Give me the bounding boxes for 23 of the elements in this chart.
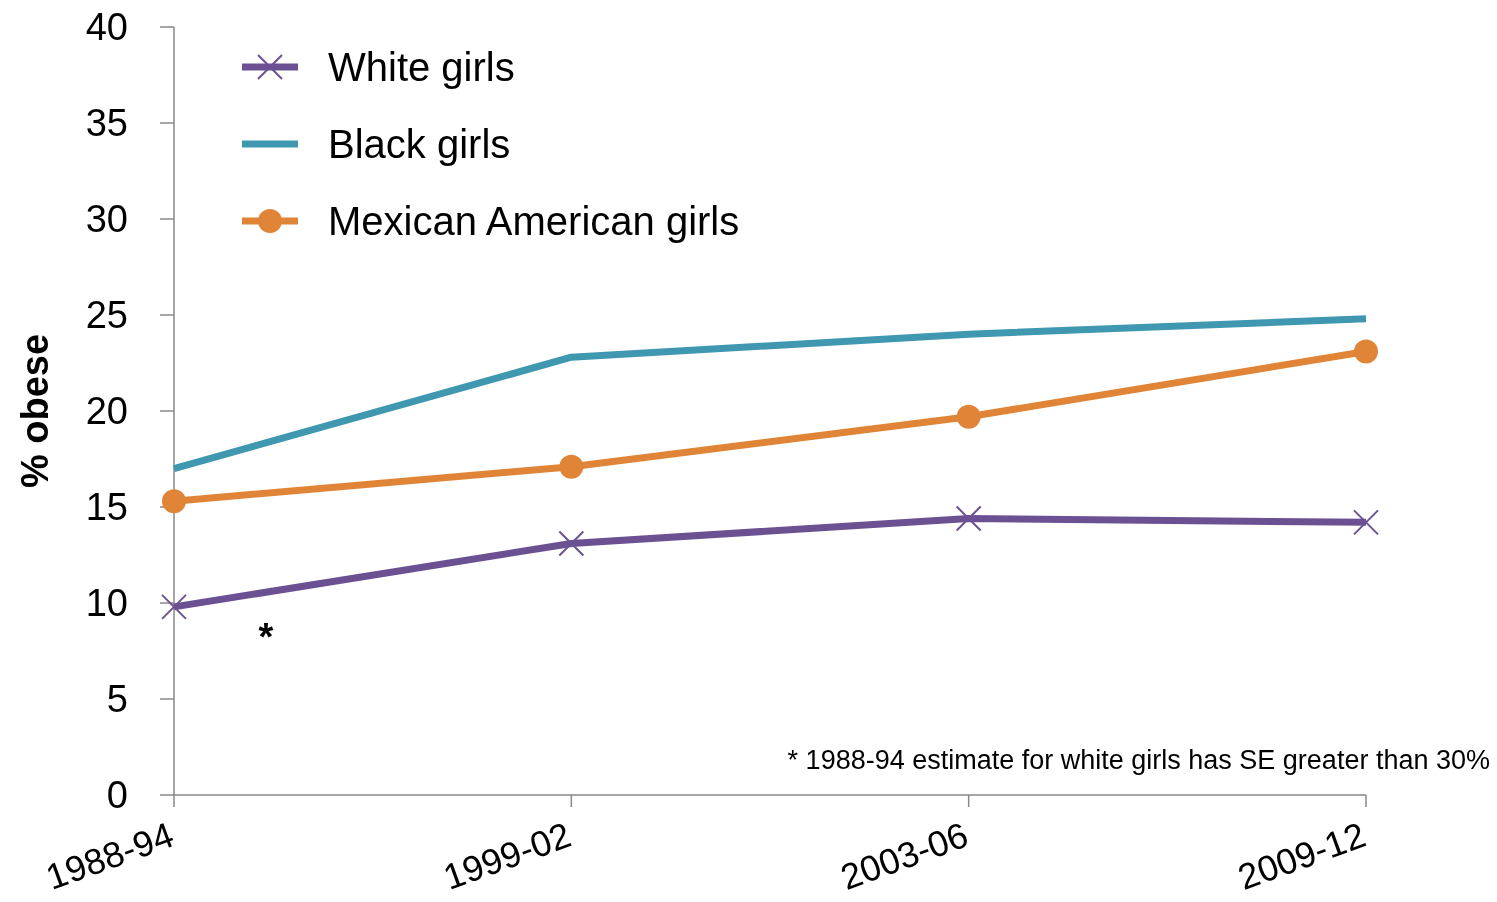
legend-label: Black girls bbox=[328, 122, 511, 166]
legend-label: White girls bbox=[328, 45, 515, 89]
y-tick-label: 15 bbox=[85, 486, 128, 528]
point bbox=[956, 404, 981, 429]
annotation: * 1988-94 estimate for white girls has SE greater than 30% bbox=[787, 745, 1490, 775]
point bbox=[955, 505, 982, 532]
y-tick-label: 5 bbox=[106, 678, 128, 720]
point bbox=[161, 593, 187, 620]
y-axis-title: % obese bbox=[14, 333, 56, 489]
y-tick-label: 25 bbox=[85, 294, 128, 336]
point bbox=[558, 530, 585, 557]
y-tick-label: 0 bbox=[106, 774, 128, 816]
point bbox=[559, 454, 584, 479]
point bbox=[162, 489, 186, 514]
point bbox=[1353, 509, 1379, 536]
y-tick-label: 40 bbox=[85, 6, 128, 48]
y-tick-label: 35 bbox=[85, 102, 128, 144]
y-tick-label: 10 bbox=[85, 582, 128, 624]
y-tick-label: 30 bbox=[85, 198, 128, 240]
point bbox=[1354, 339, 1378, 364]
y-tick-label: 20 bbox=[85, 390, 128, 432]
annotation: * bbox=[258, 616, 274, 658]
legend-label: Mexican American girls bbox=[328, 199, 740, 243]
